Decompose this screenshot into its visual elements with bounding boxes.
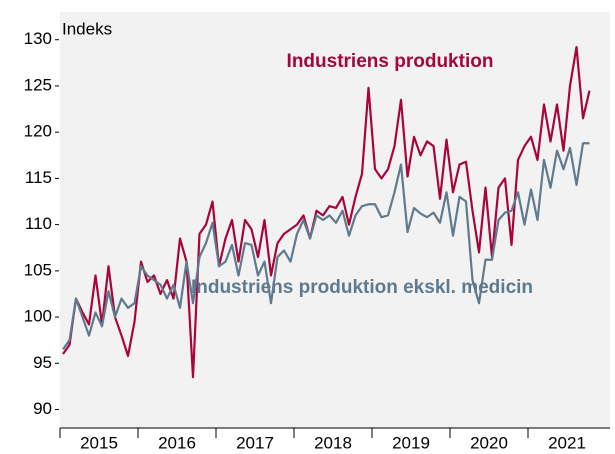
x-tick-label: 2020 — [470, 433, 508, 452]
x-tick-label: 2019 — [392, 433, 430, 452]
y-tick-label: 130 — [24, 29, 52, 48]
series-line — [62, 142, 590, 351]
x-tick-label: 2018 — [314, 433, 352, 452]
x-tick-label: 2016 — [158, 433, 196, 452]
x-tick-label: 2017 — [236, 433, 274, 452]
y-tick-label: 110 — [25, 214, 52, 233]
y-tick-label: 115 — [25, 168, 52, 187]
y-tick-label: 100 — [24, 307, 52, 326]
y-tick-label: 95 — [33, 353, 52, 372]
x-tick-label: 2021 — [548, 433, 586, 452]
y-tick-label: 120 — [24, 122, 52, 141]
series-annotation: Industriens produktion ekskl. medicin — [191, 277, 533, 298]
y-tick-label: 90 — [33, 399, 52, 418]
x-tick-label: 2015 — [80, 433, 118, 452]
series-annotation: Industriens produktion — [287, 51, 494, 72]
y-tick-label: 105 — [24, 260, 52, 279]
y-axis-label: Indeks — [62, 19, 112, 38]
y-tick-label: 125 — [24, 75, 52, 94]
